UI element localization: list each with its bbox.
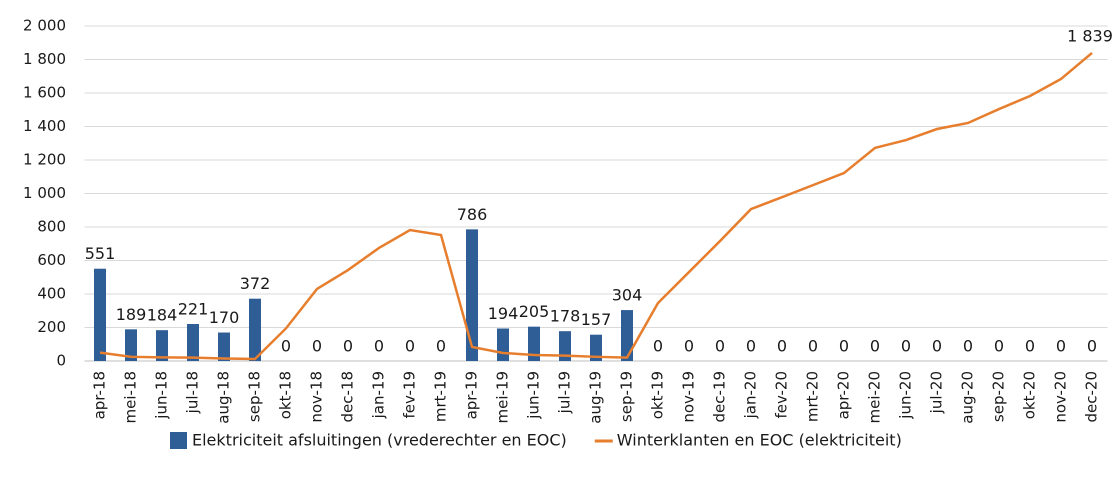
x-tick-label: okt-20 (1021, 371, 1039, 419)
bar-value-label: 551 (85, 244, 116, 263)
x-tick-label: jun-18 (153, 371, 171, 420)
x-tick-label: fev-19 (401, 371, 419, 418)
x-tick-label: mei-20 (866, 371, 884, 424)
y-tick-label: 1 800 (23, 50, 66, 68)
bar (125, 329, 137, 361)
bar-value-label: 786 (457, 205, 488, 224)
bar-value-label: 184 (147, 306, 178, 325)
x-tick-label: jun-20 (897, 371, 915, 420)
x-tick-label: aug-20 (959, 371, 977, 424)
legend-marker (170, 432, 187, 449)
bar (559, 331, 571, 361)
bar-value-label: 205 (519, 302, 550, 321)
bar-value-label: 0 (715, 337, 725, 356)
bar-value-label: 0 (808, 337, 818, 356)
bar-value-label: 157 (581, 310, 612, 329)
bar-value-label: 0 (1087, 337, 1097, 356)
bar-value-label: 0 (994, 337, 1004, 356)
x-tick-label: jan-19 (370, 371, 388, 419)
y-tick-label: 400 (37, 285, 66, 303)
bar (466, 229, 478, 361)
x-tick-label: jan-20 (742, 371, 760, 419)
y-tick-label: 200 (37, 318, 66, 336)
bar-value-label: 0 (777, 337, 787, 356)
bar-value-label: 0 (281, 337, 291, 356)
bar-value-label: 189 (116, 305, 147, 324)
x-tick-label: mei-18 (122, 371, 140, 424)
bar (218, 332, 230, 361)
line-value-label: 1 839 (1067, 26, 1113, 45)
x-tick-label: mei-19 (494, 371, 512, 424)
x-tick-label: mrt-20 (804, 371, 822, 422)
bar-value-label: 304 (612, 286, 643, 305)
bar-value-label: 178 (550, 307, 581, 326)
bar-value-label: 0 (901, 337, 911, 356)
x-tick-label: fev-20 (773, 371, 791, 418)
bar-value-label: 0 (1056, 337, 1066, 356)
x-tick-label: dec-19 (711, 371, 729, 423)
bar-value-label: 0 (405, 337, 415, 356)
x-tick-label: jul-20 (928, 371, 946, 414)
y-tick-label: 0 (56, 352, 66, 370)
bar (621, 310, 633, 361)
bar-value-label: 372 (240, 274, 271, 293)
x-tick-label: okt-18 (277, 371, 295, 419)
x-tick-label: jun-19 (525, 371, 543, 420)
x-tick-label: apr-18 (91, 371, 109, 419)
bar (187, 323, 199, 361)
bar-value-label: 170 (209, 308, 240, 327)
x-tick-label: aug-18 (215, 371, 233, 424)
line (99, 52, 1093, 361)
x-tick-label: jul-19 (556, 371, 574, 414)
bar (590, 334, 602, 361)
x-tick-label: nov-20 (1052, 371, 1070, 423)
bar-value-label: 0 (343, 337, 353, 356)
y-tick-label: 1 000 (23, 184, 66, 202)
bar-value-label: 0 (374, 337, 384, 356)
legend-label: Winterklanten en EOC (elektriciteit) (617, 431, 902, 450)
bar (497, 328, 509, 361)
bar-value-label: 221 (178, 299, 209, 318)
bar (249, 298, 261, 361)
bar-value-label: 0 (1025, 337, 1035, 356)
bar (528, 326, 540, 361)
y-tick-label: 1 600 (23, 84, 66, 102)
x-tick-label: dec-18 (339, 371, 357, 423)
x-tick-label: mrt-19 (432, 371, 450, 422)
x-tick-label: sep-20 (990, 371, 1008, 422)
y-tick-label: 1 400 (23, 117, 66, 135)
y-tick-label: 1 200 (23, 151, 66, 169)
x-tick-label: okt-19 (649, 371, 667, 419)
legend-label: Elektriciteit afsluitingen (vrederechter… (192, 431, 567, 450)
bar-value-label: 0 (932, 337, 942, 356)
x-tick-label: nov-19 (680, 371, 698, 423)
bar-value-label: 0 (963, 337, 973, 356)
x-tick-label: sep-18 (246, 371, 264, 422)
bar-value-label: 0 (653, 337, 663, 356)
y-tick-label: 800 (37, 218, 66, 236)
bar-value-label: 0 (839, 337, 849, 356)
x-tick-label: apr-19 (463, 371, 481, 419)
bar-value-label: 0 (684, 337, 694, 356)
x-tick-label: aug-19 (587, 371, 605, 424)
y-tick-label: 2 000 (23, 17, 66, 35)
y-tick-label: 600 (37, 251, 66, 269)
x-tick-label: jul-18 (184, 371, 202, 414)
bar-value-label: 194 (488, 304, 519, 323)
x-tick-label: dec-20 (1083, 371, 1101, 423)
x-tick-label: apr-20 (835, 371, 853, 419)
bar-value-label: 0 (870, 337, 880, 356)
bar-value-label: 0 (312, 337, 322, 356)
bar (94, 268, 106, 361)
bar-value-label: 0 (436, 337, 446, 356)
x-tick-label: sep-19 (618, 371, 636, 422)
x-tick-label: nov-18 (308, 371, 326, 423)
bar-value-label: 0 (746, 337, 756, 356)
bar (156, 330, 168, 361)
